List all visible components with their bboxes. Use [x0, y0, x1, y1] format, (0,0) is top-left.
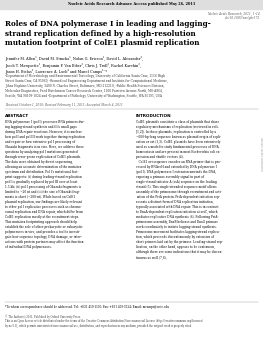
- Text: Roles of DNA polymerase I in leading and lagging-
strand replication defined by : Roles of DNA polymerase I in leading and…: [5, 20, 211, 47]
- Text: DNA polymerase I (pol I) processes RNA primers dur-
ing lagging-strand synthesis: DNA polymerase I (pol I) processes RNA p…: [5, 120, 85, 249]
- Bar: [0, 0, 263, 9]
- Text: doi:10.1093/nar/gkr173: doi:10.1093/nar/gkr173: [225, 16, 260, 19]
- Text: INTRODUCTION: INTRODUCTION: [136, 114, 172, 118]
- Text: ABSTRACT: ABSTRACT: [5, 114, 29, 118]
- Text: *To whom correspondence should be addressed. Tel: +831 459-1596; Fax: +831 459-3: *To whom correspondence should be addres…: [5, 305, 169, 309]
- Text: Jennifer M. Allen¹, David M. Simcha¹, Nolan G. Ericson¹, David L. Alexander²,
Ja: Jennifer M. Allen¹, David M. Simcha¹, No…: [5, 56, 143, 74]
- Text: Nucleic Acids Research: Nucleic Acids Research: [259, 136, 263, 170]
- Text: ¹Department of Microbiology and Environmental Toxicology, University of Californ: ¹Department of Microbiology and Environm…: [5, 74, 168, 98]
- Text: © The Author(s) 2011. Published by Oxford University Press.
This is an Open Acce: © The Author(s) 2011. Published by Oxfor…: [5, 314, 203, 328]
- Text: Nucleic Acids Research, 2011, 1–14: Nucleic Acids Research, 2011, 1–14: [207, 12, 260, 16]
- Text: ColE1 plasmids constitute a class of plasmids that share
regulatory mechanisms o: ColE1 plasmids constitute a class of pla…: [136, 120, 223, 259]
- Text: Nucleic Acids Research Advance Access published May 26, 2011: Nucleic Acids Research Advance Access pu…: [68, 2, 195, 6]
- Text: Received October 1, 2010; Revised February 11, 2011; Accepted March 4, 2011: Received October 1, 2010; Revised Februa…: [5, 103, 123, 107]
